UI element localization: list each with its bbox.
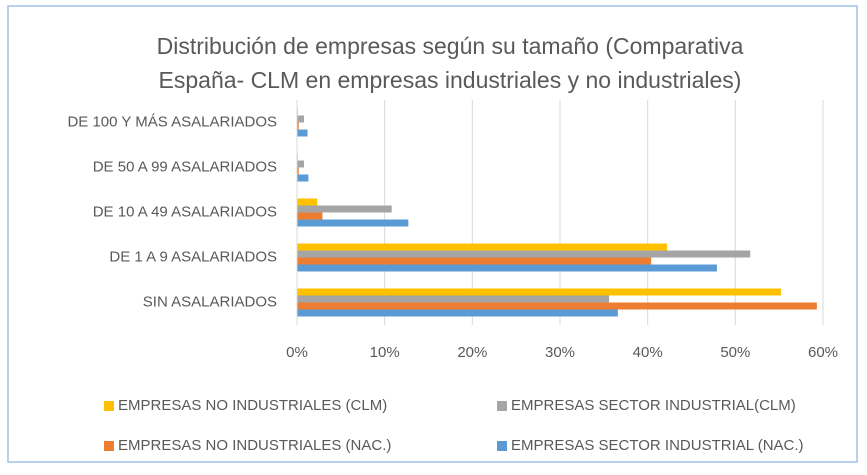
bar: [297, 167, 299, 175]
bar: [297, 219, 409, 227]
y-tick-label: DE 50 A 99 ASALARIADOS: [93, 158, 277, 175]
legend-swatch: [497, 401, 507, 411]
bar: [297, 212, 323, 220]
y-tick-label: DE 100 Y MÁS ASALARIADOS: [67, 113, 277, 130]
y-tick-label: DE 1 A 9 ASALARIADOS: [109, 248, 277, 265]
bar: [297, 174, 309, 182]
x-tick-label: 0%: [286, 344, 308, 361]
bar: [297, 288, 781, 296]
legend-label: EMPRESAS SECTOR INDUSTRIAL(CLM): [511, 397, 796, 414]
y-tick-label: DE 10 A 49 ASALARIADOS: [93, 203, 277, 220]
bar: [297, 302, 817, 310]
legend-label: EMPRESAS NO INDUSTRIALES (NAC.): [118, 437, 391, 454]
chart-title: Distribución de empresas según su tamaño…: [157, 33, 744, 59]
x-tick-label: 30%: [545, 344, 575, 361]
bar: [297, 198, 318, 206]
x-tick-label: 50%: [720, 344, 750, 361]
x-tick-label: 10%: [370, 344, 400, 361]
legend-label: EMPRESAS NO INDUSTRIALES (CLM): [118, 397, 387, 414]
legend-label: EMPRESAS SECTOR INDUSTRIAL (NAC.): [511, 437, 804, 454]
bar: [297, 129, 308, 137]
bar: [297, 122, 299, 130]
bar: [297, 160, 305, 168]
bar: [297, 250, 751, 258]
x-tick-label: 20%: [457, 344, 487, 361]
x-tick-label: 40%: [633, 344, 663, 361]
bar: [297, 309, 618, 317]
chart-title: España- CLM en empresas industriales y n…: [159, 67, 742, 93]
bar: [297, 295, 610, 303]
legend-swatch: [497, 441, 507, 451]
bar: [297, 243, 667, 251]
y-tick-label: SIN ASALARIADOS: [143, 293, 277, 310]
legend-swatch: [104, 401, 114, 411]
chart-frame: [7, 5, 858, 463]
bar: [297, 205, 392, 213]
bar: [297, 115, 305, 123]
legend-swatch: [104, 441, 114, 451]
bar: [297, 257, 652, 265]
bar: [297, 264, 717, 272]
x-tick-label: 60%: [808, 344, 838, 361]
